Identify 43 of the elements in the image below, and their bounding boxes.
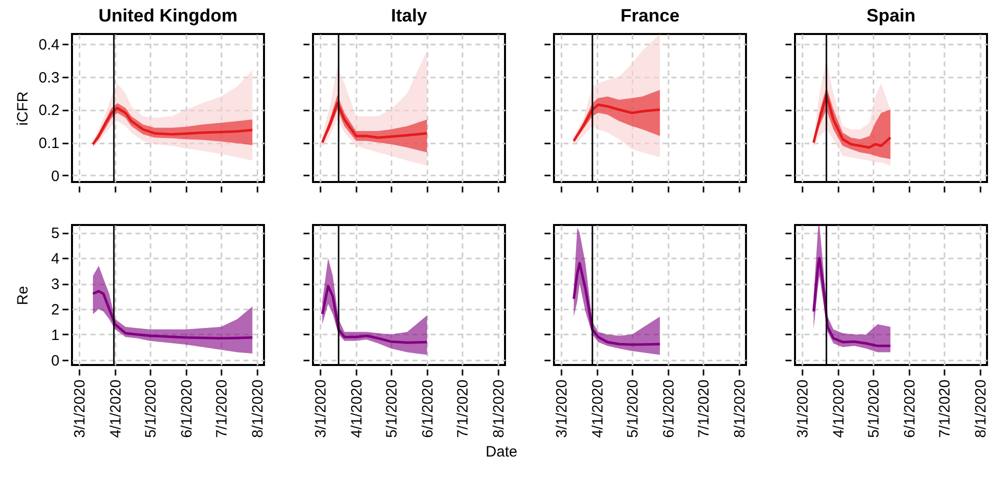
x-tick-label: 7/1/2020 xyxy=(454,380,472,438)
chart-title: Italy xyxy=(390,5,428,26)
line-series xyxy=(92,290,254,340)
x-tick-label: 8/1/2020 xyxy=(732,380,749,438)
x-tick-label: 5/1/2020 xyxy=(142,380,160,438)
x-tick-label: 3/1/2020 xyxy=(71,380,88,438)
x-tick-label: 4/1/2020 xyxy=(830,380,848,438)
x-tick-label: 6/1/2020 xyxy=(660,380,678,438)
y-axis-title: iCFR xyxy=(14,91,32,126)
y-tick-label: 0.1 xyxy=(38,135,60,152)
x-tick-label: 8/1/2020 xyxy=(972,380,990,438)
y-tick-label: 1 xyxy=(51,326,60,344)
y-tick-label: 0 xyxy=(51,352,60,370)
x-tick-label: 3/1/2020 xyxy=(794,380,812,438)
chart-title: France xyxy=(620,5,680,26)
x-tick-label: 7/1/2020 xyxy=(936,380,954,438)
y-axis-title: Re xyxy=(14,286,32,306)
x-tick-label: 8/1/2020 xyxy=(250,380,267,438)
x-tick-label: 6/1/2020 xyxy=(178,380,196,438)
y-tick-label: 0.2 xyxy=(38,102,60,120)
chart-title: Spain xyxy=(866,5,916,26)
y-tick-label: 2 xyxy=(51,302,60,318)
chart-title: United Kingdom xyxy=(98,5,238,26)
x-tick-label: 7/1/2020 xyxy=(213,380,230,438)
x-tick-label: 4/1/2020 xyxy=(348,380,366,438)
y-tick-label: 0.3 xyxy=(38,69,60,86)
x-tick-label: 8/1/2020 xyxy=(490,380,508,438)
x-tick-label: 4/1/2020 xyxy=(108,380,125,438)
x-tick-label: 5/1/2020 xyxy=(865,380,882,438)
y-tick-label: 4 xyxy=(51,250,60,268)
y-tick-label: 0 xyxy=(51,168,60,185)
y-tick-label: 5 xyxy=(51,225,60,242)
y-tick-label: 0.4 xyxy=(38,36,60,54)
x-axis-title: Date xyxy=(486,443,518,460)
x-tick-label: 3/1/2020 xyxy=(312,380,330,438)
x-tick-label: 7/1/2020 xyxy=(695,380,712,438)
x-tick-label: 5/1/2020 xyxy=(624,380,642,438)
x-tick-label: 4/1/2020 xyxy=(590,380,607,438)
x-tick-label: 6/1/2020 xyxy=(902,380,919,438)
x-tick-label: 3/1/2020 xyxy=(553,380,570,438)
x-tick-label: 6/1/2020 xyxy=(420,380,437,438)
x-tick-label: 5/1/2020 xyxy=(383,380,400,438)
y-tick-label: 3 xyxy=(51,276,60,294)
